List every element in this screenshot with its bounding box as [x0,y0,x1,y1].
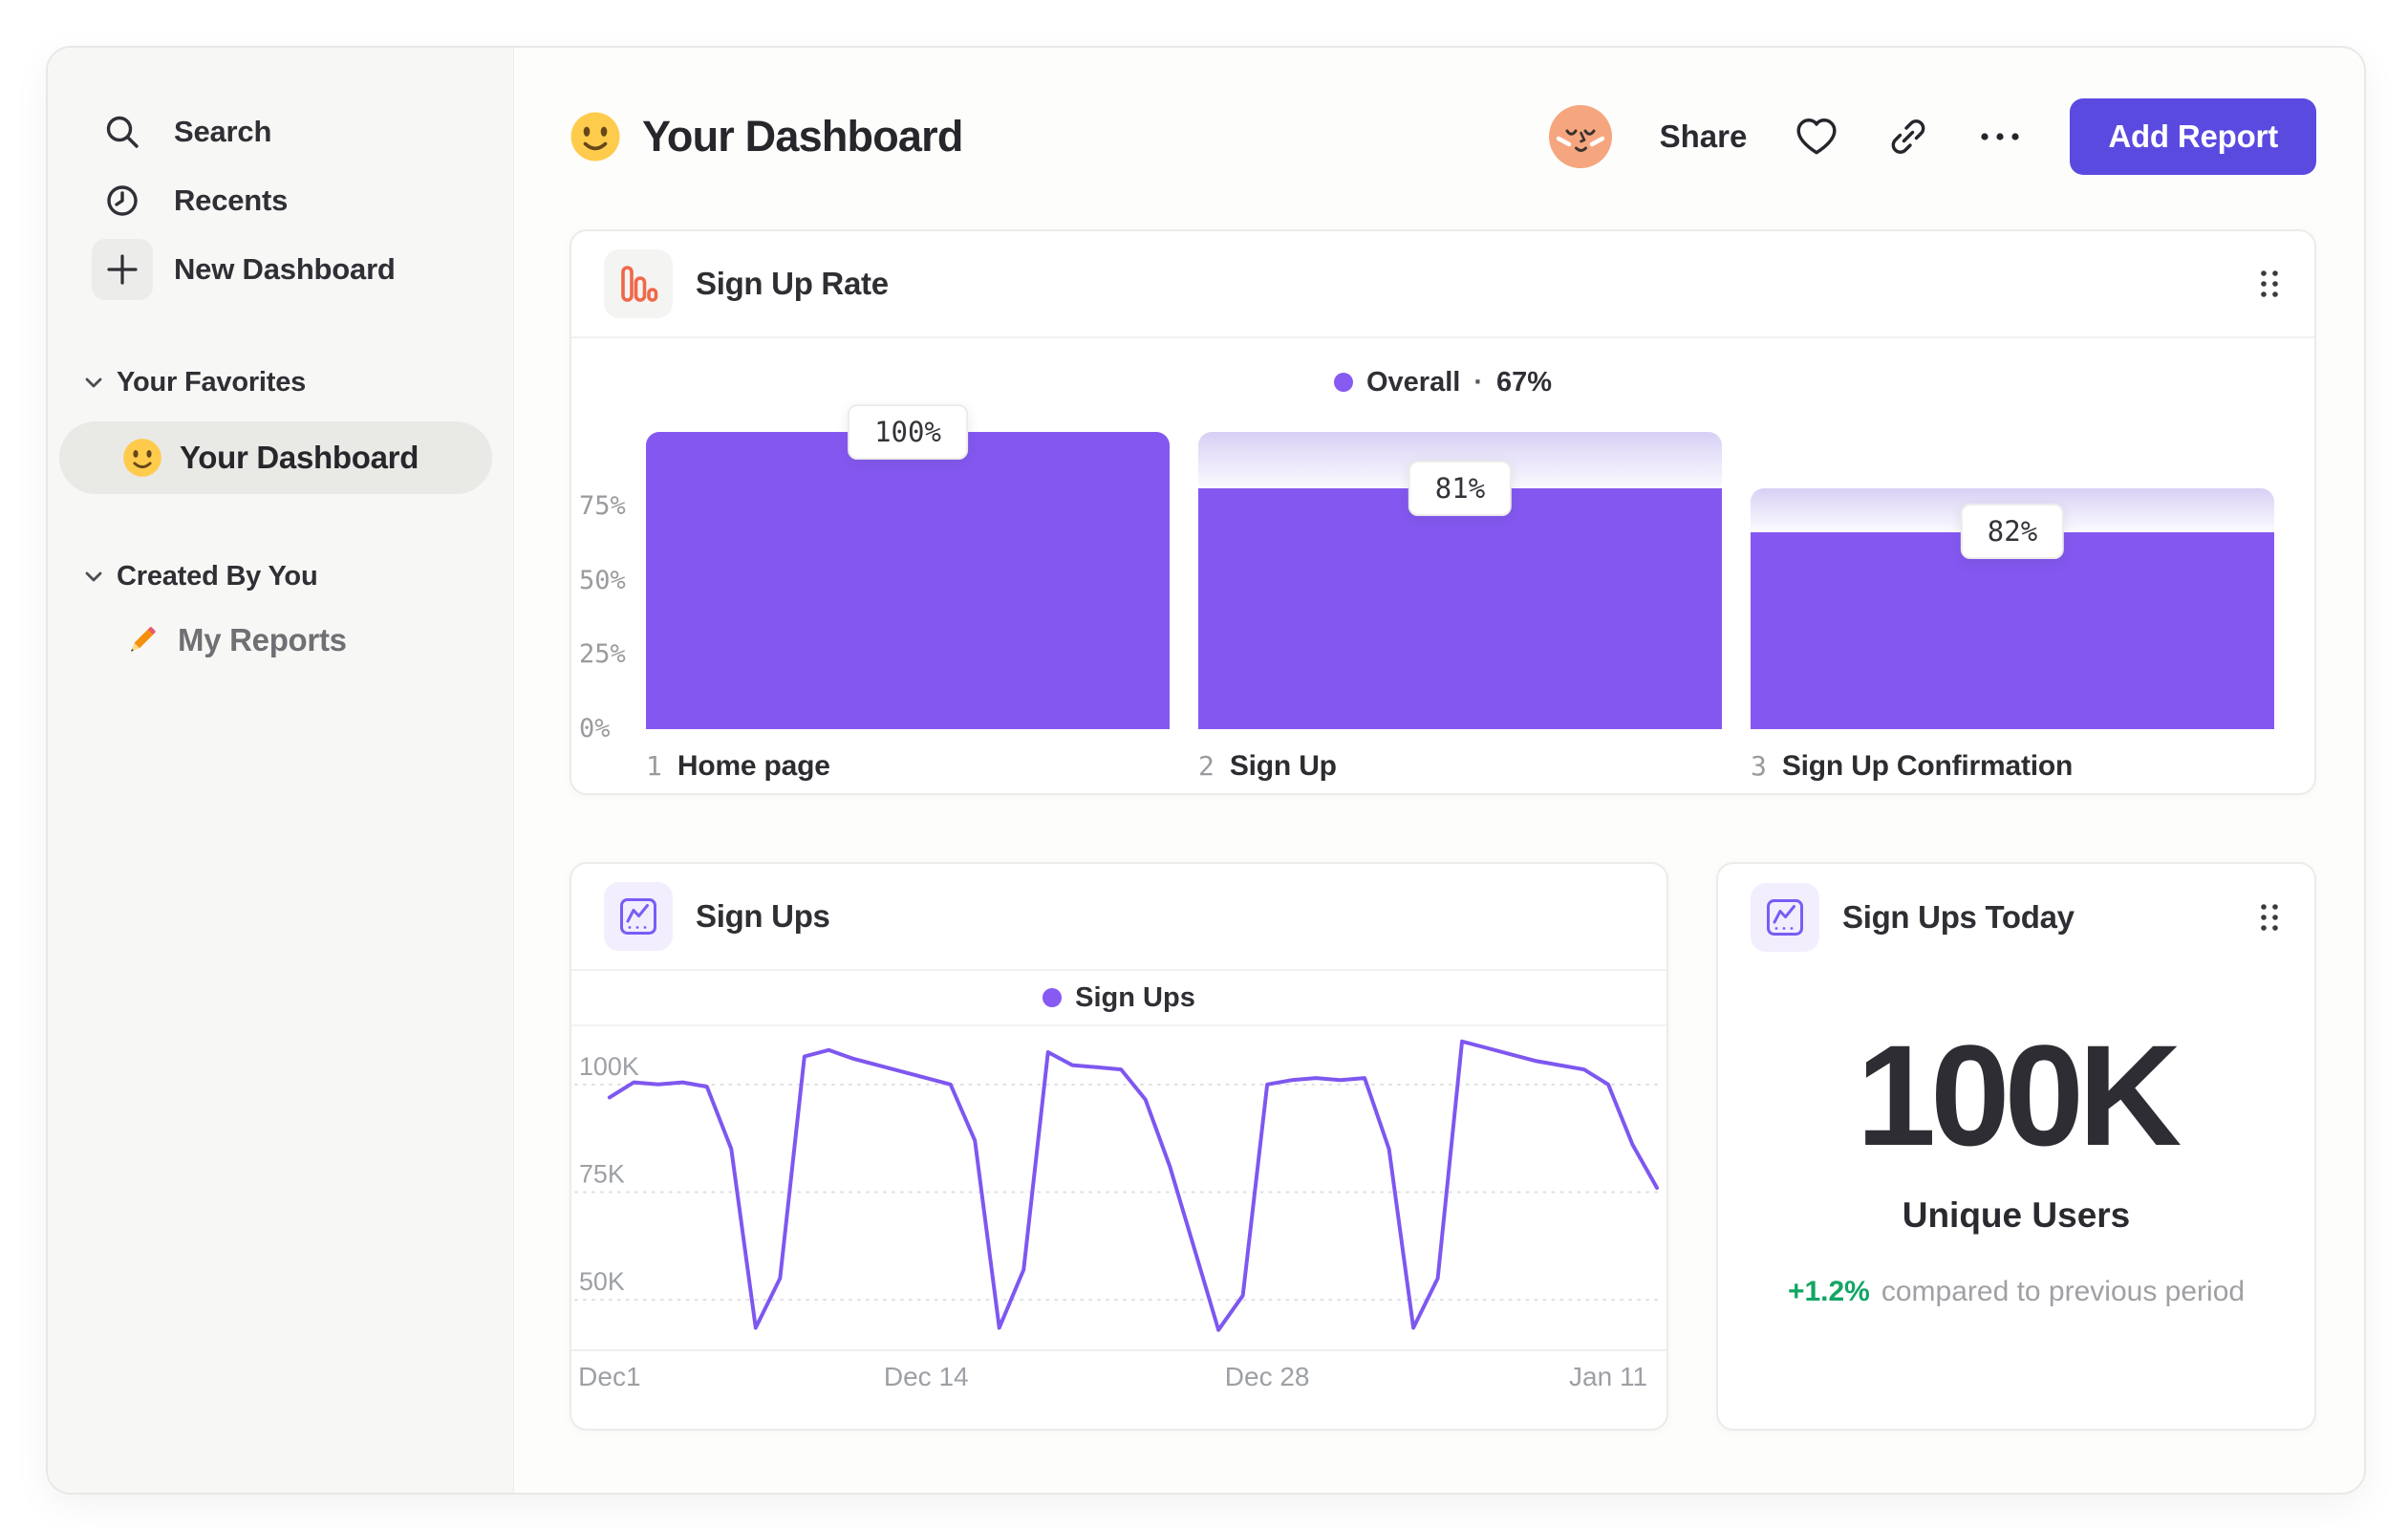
today-metric: Unique Users [1902,1195,2131,1235]
pencil-emoji [131,627,156,652]
page-title: Your Dashboard [642,112,963,161]
share-button[interactable]: Share [1659,118,1748,154]
sign-ups-today-card: Sign Ups Today 100K Unique Users +1.2% co… [1716,862,2316,1431]
card-header: Sign Ups [571,864,1666,971]
svg-text:50K: 50K [579,1267,625,1296]
step-number: 2 [1198,750,1215,782]
slightly-smiling-face-emoji [570,112,620,162]
more-options-icon[interactable] [1978,115,2022,159]
line-chart-icon [1751,883,1819,952]
y-axis-tick: 0% [579,714,611,743]
favorites-section-header[interactable]: Your Favorites [48,367,513,398]
sidebar-item-recents[interactable]: Recents [48,170,513,231]
funnel-legend: Overall · 67% [571,361,2314,403]
svg-text:75K: 75K [579,1159,625,1188]
funnel-bar: 82% [1751,432,2274,729]
conversion-value-chip: 100% [848,404,968,460]
today-delta-row: +1.2% compared to previous period [1718,1276,2314,1308]
card-header: Sign Ups Today [1718,864,2314,971]
conversion-value-chip: 81% [1408,461,1513,517]
chevron-down-icon [85,377,102,387]
today-value: 100K [1856,1015,2182,1175]
legend-dot [1333,373,1353,392]
sidebar-item-label: My Reports [178,622,347,657]
sidebar-section-favorites: Your Favorites Your Dashboard [48,367,513,494]
delta-value: +1.2% [1787,1276,1870,1307]
bar-chart-icon [604,249,673,318]
line-chart-icon [604,882,673,951]
funnel-bar: 100% [646,404,1170,729]
step-number: 3 [1751,750,1767,782]
funnel-bars: 100% 81% 82% [646,404,2274,729]
card-title: Sign Ups Today [1842,899,2075,935]
slightly-smiling-face-emoji [123,439,161,477]
funnel-step-3: 82% [1751,432,2274,729]
sidebar-item-my-reports[interactable]: My Reports [48,621,513,659]
signups-line-chart: 100K 75K 50K [573,1039,1665,1332]
step-name: Sign Up [1229,750,1337,782]
legend-value: 67% [1495,366,1553,398]
sidebar-section-created-by-you: Created By You My Reports [48,561,513,659]
line-legend: Sign Ups [571,971,1666,1026]
sidebar-item-label: Search [174,115,272,148]
funnel-step-1: 100% [646,404,1170,729]
funnel-step-labels: 1 Home page 2 Sign Up 3 Sign Up Confirma… [646,750,2274,783]
section-title: Created By You [117,561,318,592]
sidebar-item-label: New Dashboard [174,252,396,286]
svg-text:100K: 100K [579,1052,639,1081]
section-title: Your Favorites [117,367,307,398]
sidebar-item-your-dashboard[interactable]: Your Dashboard [59,421,492,494]
step-label: 3 Sign Up Confirmation [1751,750,2274,783]
y-axis-tick: 75% [579,490,626,521]
step-number: 1 [646,750,662,782]
add-report-button[interactable]: Add Report [2070,98,2316,175]
clock-icon [92,170,153,231]
legend-dot [1043,988,1063,1007]
sidebar-item-new-dashboard[interactable]: New Dashboard [48,239,513,300]
step-name: Sign Up Confirmation [1781,750,2074,782]
x-axis-tick: Dec1 [578,1362,641,1391]
copy-link-icon[interactable] [1886,115,1930,159]
y-axis-tick: 25% [579,639,626,670]
legend-label: Overall [1365,366,1461,398]
funnel-step-2: 81% [1198,432,1722,729]
conversion-value-chip: 82% [1960,504,2065,560]
y-axis-tick: 50% [579,565,626,595]
x-axis: Dec1 Dec 14 Dec 28 Jan 11 [571,1349,1666,1403]
funnel-bar: 81% [1198,432,1722,729]
legend-label: Sign Ups [1075,981,1195,1013]
app-window: Search Recents New Dashboard Your Favori… [46,46,2366,1495]
avatar[interactable] [1548,105,1612,168]
drag-handle-icon[interactable] [2257,901,2282,934]
legend-separator: · [1473,366,1483,398]
card-title: Sign Up Rate [696,266,889,301]
plus-icon [92,239,153,300]
card-header: Sign Up Rate [571,231,2314,338]
sign-ups-card: Sign Ups Sign Ups 100K 75K 50K Dec1 Dec 14 D… [570,862,1668,1431]
card-title: Sign Ups [696,898,830,934]
x-axis-tick: Jan 11 [1569,1362,1648,1391]
favorite-heart-icon[interactable] [1795,115,1838,159]
sidebar: Search Recents New Dashboard Your Favori… [48,48,514,1493]
delta-note: compared to previous period [1881,1276,2246,1307]
x-axis-tick: Dec 28 [1224,1362,1310,1391]
sidebar-item-search[interactable]: Search [48,101,513,162]
sidebar-item-label: Recents [174,183,289,217]
search-icon [92,101,153,162]
step-name: Home page [677,750,830,782]
sidebar-item-label: Your Dashboard [180,440,419,475]
x-axis-tick: Dec 14 [883,1362,969,1391]
sign-up-rate-card: Sign Up Rate Overall · 67% [570,229,2316,795]
main-content: Your Dashboard Share [514,48,2364,1493]
step-label: 2 Sign Up [1198,750,1722,783]
signups-line-chart-box: 100K 75K 50K [571,1026,1666,1349]
page-header: Your Dashboard Share [570,96,2316,178]
chevron-down-icon [85,571,102,581]
created-by-you-section-header[interactable]: Created By You [48,561,513,592]
funnel-plot: 100% 81% 82% 1 Home page [579,404,2274,783]
step-label: 1 Home page [646,750,1170,783]
drag-handle-icon[interactable] [2257,268,2282,300]
